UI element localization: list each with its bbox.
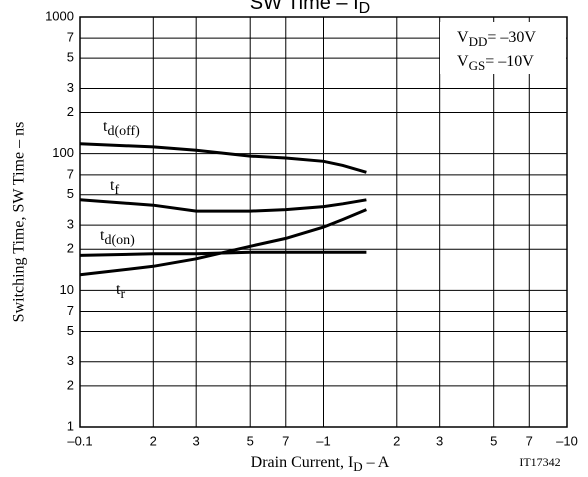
- y-tick-label: 2: [67, 377, 74, 392]
- plot-frame: [79, 16, 568, 428]
- series-label: td(on): [100, 227, 135, 249]
- y-tick-label: 2: [67, 104, 74, 119]
- x-tick-label: –1: [316, 433, 330, 448]
- annotation: VGS= –10V: [457, 53, 534, 73]
- series-line: [79, 198, 367, 213]
- annotation-box: [440, 22, 566, 74]
- chart-title: SW Time – ID: [250, 0, 370, 17]
- x-tick-label: 3: [193, 433, 200, 448]
- y-tick-label: 5: [67, 186, 74, 201]
- y-tick-label: 5: [67, 323, 74, 338]
- x-axis-label: Drain Current, ID – A: [251, 454, 390, 474]
- y-tick-label: 1: [67, 418, 74, 433]
- series-line: [79, 250, 367, 257]
- figure-id: IT17342: [519, 455, 560, 469]
- x-tick-label: –0.1: [67, 433, 92, 448]
- y-tick-label: 3: [67, 353, 74, 368]
- y-tick-label: 7: [67, 166, 74, 181]
- x-tick-label: 2: [150, 433, 157, 448]
- x-tick-label: 7: [526, 433, 533, 448]
- series-label: tf: [110, 177, 119, 199]
- y-tick-label: 5: [67, 50, 74, 65]
- y-tick-label: 1000: [45, 8, 74, 23]
- y-axis-label: Switching Time, SW Time – ns: [11, 122, 28, 323]
- series-label: tr: [116, 281, 125, 303]
- y-tick-label: 2: [67, 241, 74, 256]
- x-tick-label: 5: [247, 433, 254, 448]
- x-tick-label: –10: [556, 433, 578, 448]
- x-tick-label: 7: [282, 433, 289, 448]
- y-tick-label: 7: [67, 30, 74, 45]
- series-line: [79, 142, 367, 174]
- series-label: td(off): [103, 118, 140, 140]
- x-tick-label: 2: [393, 433, 400, 448]
- y-tick-label: 7: [67, 303, 74, 318]
- x-tick-label: 3: [436, 433, 443, 448]
- series-line: [79, 208, 367, 277]
- y-tick-label: 3: [67, 217, 74, 232]
- x-tick-label: 5: [490, 433, 497, 448]
- y-tick-label: 100: [52, 145, 74, 160]
- y-tick-label: 3: [67, 80, 74, 95]
- y-tick-label: 10: [60, 282, 74, 297]
- annotation: VDD= –30V: [457, 29, 536, 49]
